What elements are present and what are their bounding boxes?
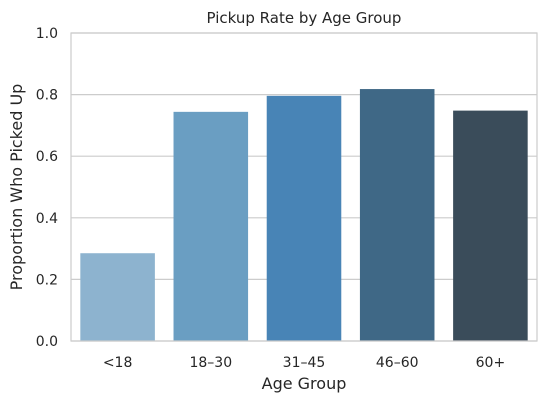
bar — [266, 95, 342, 341]
x-tick-label: 46–60 — [376, 355, 419, 371]
y-tick-label: 0.6 — [36, 149, 58, 165]
y-tick-labels: 0.0 0.2 0.4 0.6 0.8 1.0 — [36, 26, 58, 350]
bar — [173, 111, 249, 342]
y-axis-label: Proportion Who Picked Up — [7, 84, 26, 291]
y-tick-label: 0.2 — [36, 272, 58, 288]
x-tick-label: <18 — [103, 355, 133, 371]
x-tick-label: 60+ — [476, 355, 506, 371]
y-tick-label: 0.4 — [36, 211, 58, 227]
bars-layer — [80, 89, 528, 342]
chart-title: Pickup Rate by Age Group — [207, 9, 402, 27]
plot-frame — [70, 32, 538, 342]
y-tick-label: 1.0 — [36, 26, 58, 42]
bar — [80, 253, 155, 341]
bar — [359, 89, 435, 341]
x-tick-label: 31–45 — [283, 355, 326, 371]
y-tick-label: 0.0 — [36, 334, 58, 350]
y-tick-label: 0.8 — [36, 88, 58, 104]
x-tick-labels: <18 18–30 31–45 46–60 60+ — [103, 355, 505, 371]
x-axis-label: Age Group — [262, 374, 347, 393]
bar — [453, 110, 528, 341]
x-tick-label: 18–30 — [189, 355, 232, 371]
